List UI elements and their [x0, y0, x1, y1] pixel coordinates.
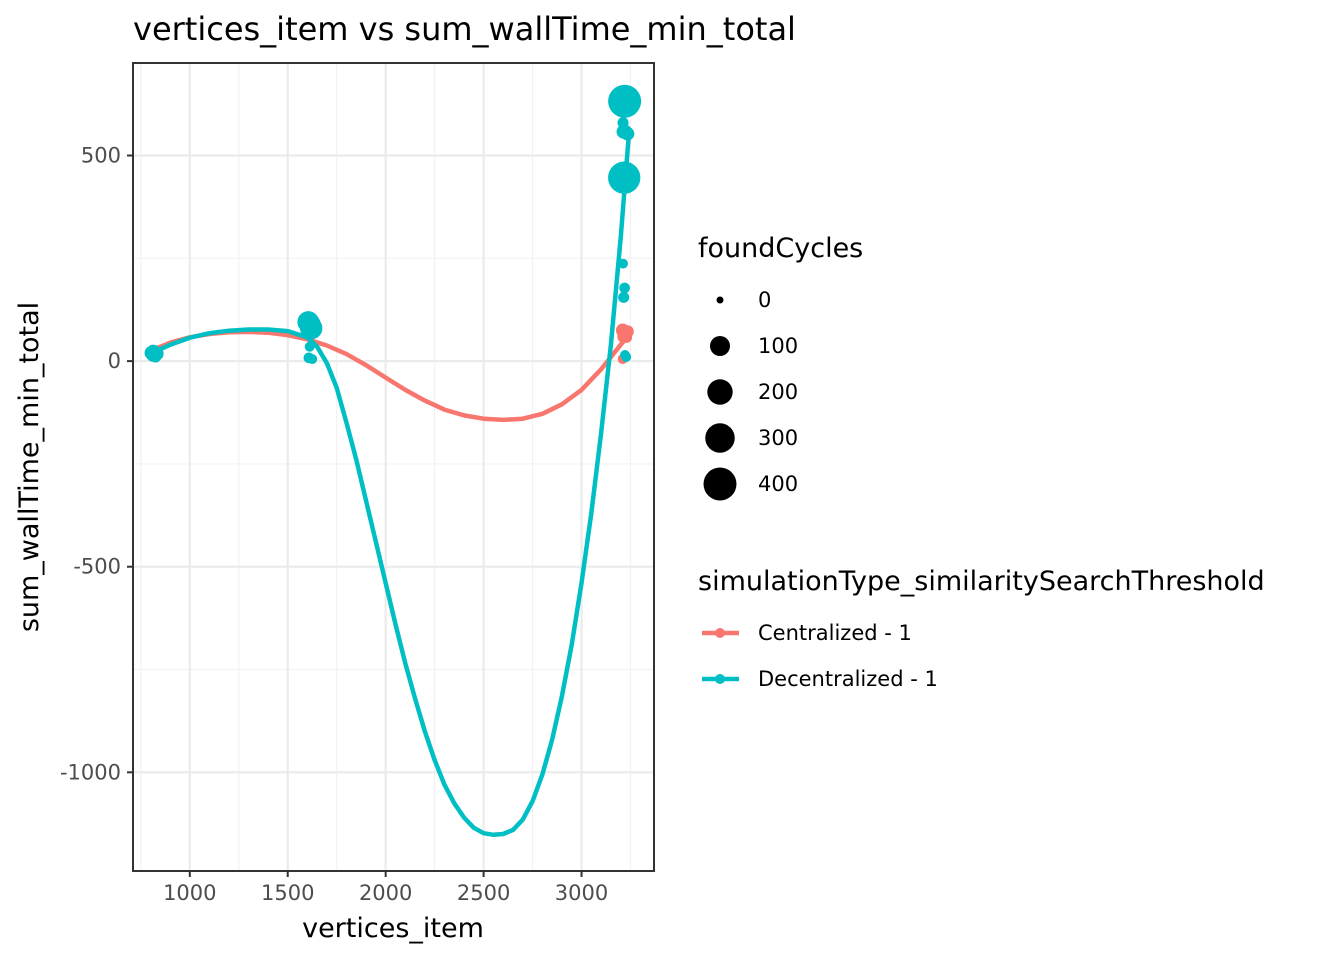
y-tick-label: -1000 — [60, 760, 121, 784]
data-point — [621, 352, 632, 362]
grid-minor — [133, 63, 654, 871]
color-legend-dot — [715, 628, 725, 638]
size-legend-label: 200 — [758, 380, 798, 404]
y-tick-label: -500 — [73, 555, 121, 579]
x-tick-label: 2500 — [457, 881, 510, 905]
size-legend-label: 300 — [758, 426, 798, 450]
size-legend-key — [710, 336, 730, 356]
data-point — [621, 325, 634, 338]
size-legend-label: 400 — [758, 472, 798, 496]
data-point — [618, 258, 629, 269]
size-legend-title: foundCycles — [698, 233, 863, 264]
color-legend-dot — [715, 674, 725, 684]
y-tick-label: 500 — [81, 144, 121, 168]
size-legend-key — [705, 423, 735, 453]
size-legend-key — [703, 467, 737, 501]
y-axis-title: sum_wallTime_min_total — [14, 302, 45, 632]
y-axis: -1000 -500 0 500 — [60, 144, 133, 784]
y-tick-label: 0 — [108, 349, 121, 373]
x-tick-label: 1000 — [163, 881, 216, 905]
smooth-lines — [148, 136, 631, 838]
grid-major — [133, 63, 654, 871]
x-tick-label: 3000 — [555, 881, 608, 905]
smooth-line — [148, 136, 631, 838]
scatter-points — [144, 84, 642, 365]
x-tick-label: 2000 — [359, 881, 412, 905]
data-point — [618, 291, 630, 303]
plot-panel — [133, 63, 654, 871]
color-legend-label: Decentralized - 1 — [758, 667, 938, 691]
size-legend: 0 100 200 300 400 — [703, 288, 798, 501]
data-point — [608, 84, 642, 118]
x-axis-title: vertices_item — [302, 913, 484, 944]
data-point — [608, 161, 641, 194]
plot-border — [132, 62, 655, 872]
size-legend-key — [707, 379, 733, 405]
x-axis: 1000 1500 2000 2500 3000 — [163, 871, 608, 905]
color-legend-title: simulationType_similaritySearchThreshold — [698, 566, 1265, 597]
data-point — [147, 344, 158, 355]
data-point — [620, 126, 635, 141]
data-point — [305, 326, 317, 338]
data-point — [304, 341, 315, 352]
color-legend: Centralized - 1 Decentralized - 1 — [702, 621, 938, 691]
data-point — [619, 282, 630, 294]
size-legend-label: 100 — [758, 334, 798, 358]
size-legend-label: 0 — [758, 288, 771, 312]
color-legend-label: Centralized - 1 — [758, 621, 912, 645]
data-point — [307, 354, 318, 365]
x-tick-label: 1500 — [261, 881, 314, 905]
chart-title: vertices_item vs sum_wallTime_min_total — [133, 10, 796, 48]
size-legend-key — [716, 296, 724, 304]
